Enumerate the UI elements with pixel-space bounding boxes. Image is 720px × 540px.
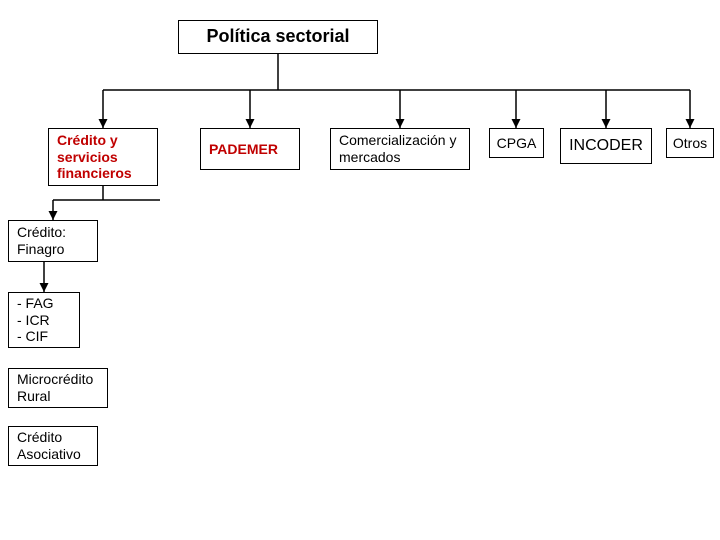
connector-lines <box>0 0 720 540</box>
node-incoder-label: INCODER <box>569 136 643 155</box>
node-microcredito-label: Microcrédito Rural <box>17 371 99 405</box>
node-finagro-label: Crédito: Finagro <box>17 224 89 258</box>
fag-line-2: - CIF <box>17 328 48 345</box>
node-cpga: CPGA <box>489 128 544 158</box>
node-incoder: INCODER <box>560 128 652 164</box>
node-asociativo-label: Crédito Asociativo <box>17 429 89 463</box>
node-fag-icr-cif: - FAG - ICR - CIF <box>8 292 80 348</box>
node-pademer-label: PADEMER <box>209 141 278 158</box>
node-otros-label: Otros <box>673 135 707 152</box>
node-pademer: PADEMER <box>200 128 300 170</box>
node-microcredito: Microcrédito Rural <box>8 368 108 408</box>
fag-line-1: - ICR <box>17 312 50 329</box>
node-credito-finagro: Crédito: Finagro <box>8 220 98 262</box>
fag-line-0: - FAG <box>17 295 54 312</box>
node-comercializacion: Comercialización y mercados <box>330 128 470 170</box>
root-label: Política sectorial <box>206 26 349 48</box>
node-cpga-label: CPGA <box>497 135 537 152</box>
root-node: Política sectorial <box>178 20 378 54</box>
node-comercializacion-label: Comercialización y mercados <box>339 132 461 166</box>
node-otros: Otros <box>666 128 714 158</box>
node-credito-label: Crédito y servicios financieros <box>57 132 149 182</box>
node-credito-servicios: Crédito y servicios financieros <box>48 128 158 186</box>
node-asociativo: Crédito Asociativo <box>8 426 98 466</box>
